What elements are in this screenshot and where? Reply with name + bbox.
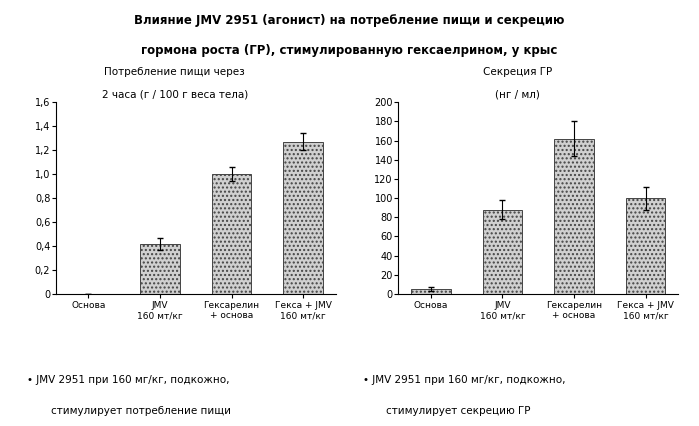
Text: (нг / мл): (нг / мл) <box>495 89 540 100</box>
Bar <box>626 198 665 294</box>
Bar <box>411 289 451 294</box>
Bar <box>554 139 593 294</box>
Text: Секреция ГР: Секреция ГР <box>482 67 552 78</box>
Bar <box>483 210 522 294</box>
Text: • JMV 2951 при 160 мг/кг, подкожно,: • JMV 2951 при 160 мг/кг, подкожно, <box>27 375 230 385</box>
Text: 2 часа (г / 100 г веса тела): 2 часа (г / 100 г веса тела) <box>101 89 248 100</box>
Bar <box>140 244 180 294</box>
Text: Потребление пищи через: Потребление пищи через <box>104 67 245 78</box>
Bar <box>212 174 251 294</box>
Text: стимулирует секрецию ГР: стимулирует секрецию ГР <box>387 406 531 416</box>
Bar <box>283 142 323 294</box>
Text: гормона роста (ГР), стимулированную гексаелрином, у крыс: гормона роста (ГР), стимулированную гекс… <box>141 44 558 57</box>
Text: • JMV 2951 при 160 мг/кг, подкожно,: • JMV 2951 при 160 мг/кг, подкожно, <box>363 375 565 385</box>
Text: Влияние JMV 2951 (агонист) на потребление пищи и секрецию: Влияние JMV 2951 (агонист) на потреблени… <box>134 14 565 27</box>
Text: стимулирует потребление пищи: стимулирует потребление пищи <box>51 406 231 416</box>
